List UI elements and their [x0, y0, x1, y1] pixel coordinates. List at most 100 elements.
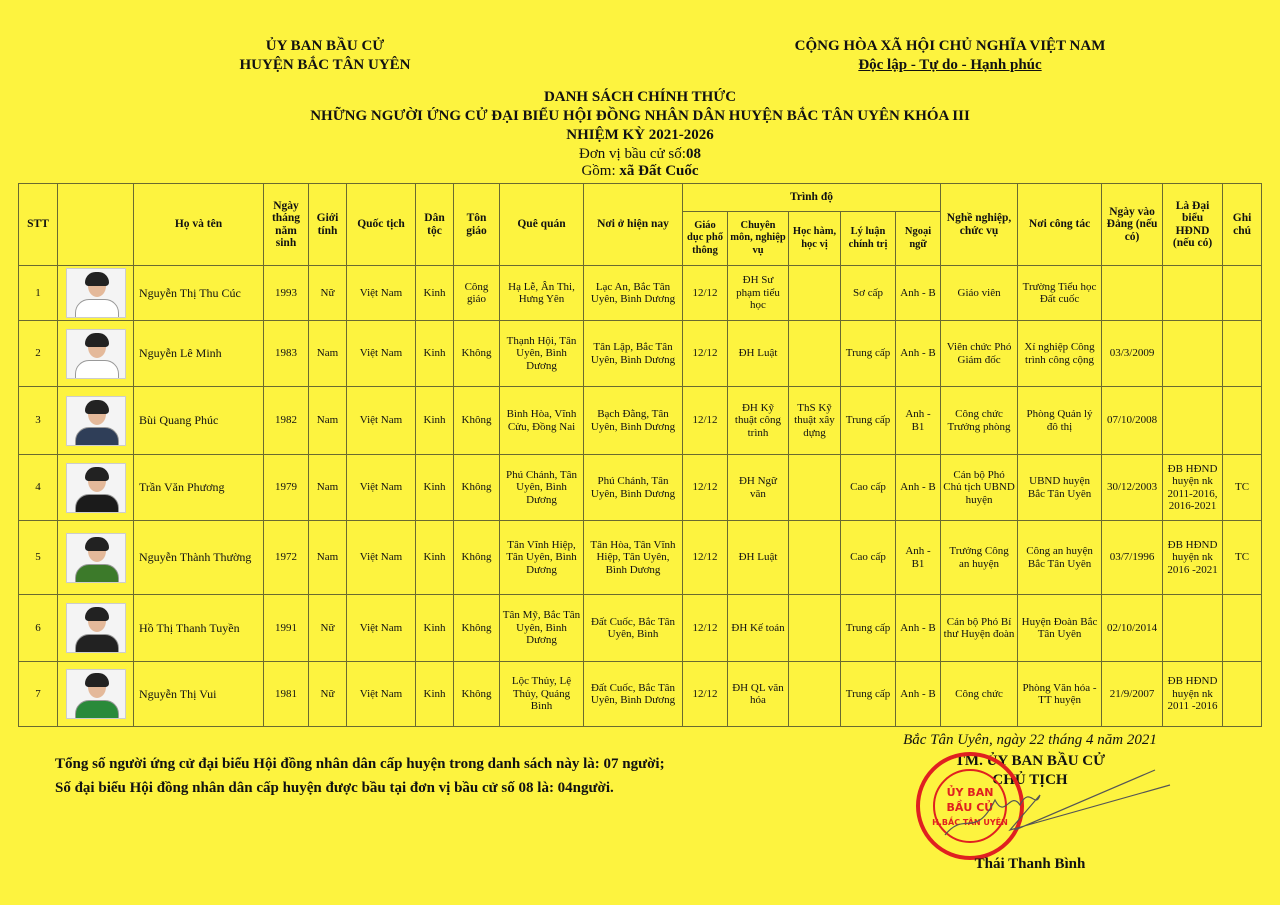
cell-name: Nguyễn Lê Minh	[133, 320, 264, 387]
cell-religion: Không	[453, 454, 500, 521]
cell-nationality: Việt Nam	[346, 265, 416, 321]
col-note: Ghi chú	[1222, 183, 1263, 266]
cell-ethnicity: Kinh	[415, 661, 454, 727]
cell-workplace: Huyện Đoàn Bắc Tân Uyên	[1017, 594, 1103, 662]
country-name: CỘNG HÒA XÃ HỘI CHỦ NGHĨA VIỆT NAM	[794, 38, 1106, 54]
summary-elected: Số đại biểu Hội đồng nhân dân cấp huyện …	[55, 780, 614, 796]
cell-job: Cán bộ Phó Bí thư Huyện đoàn	[940, 594, 1019, 662]
cell-nationality: Việt Nam	[346, 594, 416, 662]
portrait-image	[65, 328, 126, 379]
cell-general-ed: 12/12	[682, 594, 728, 662]
cell-stt: 1	[18, 265, 58, 321]
cell-note: TC	[1222, 454, 1263, 521]
cell-hometown: Lộc Thủy, Lệ Thủy, Quảng Bình	[499, 661, 584, 727]
cell-gender: Nam	[308, 520, 347, 595]
cell-hometown: Bình Hòa, Vĩnh Cửu, Đồng Nai	[499, 386, 584, 455]
col-politics: Lý luận chính trị	[840, 211, 896, 266]
cell-hometown: Tân Vĩnh Hiệp, Tân Uyên, Bình Dương	[499, 520, 584, 595]
stamp-and-signature: ỦY BAN BẦU CỬ H.BẮC TÂN UYÊN	[916, 752, 1171, 860]
issuer-block: ỦY BAN BẦU CỬ HUYỆN BẮC TÂN UYÊN	[200, 37, 450, 75]
cell-dob: 1981	[263, 661, 309, 727]
col-level: Trình độ	[681, 183, 942, 212]
col-nationality: Quốc tịch	[346, 183, 416, 266]
col-stt: STT	[18, 183, 58, 266]
cell-religion: Không	[453, 320, 500, 387]
candidate-photo	[57, 386, 134, 455]
cell-gender: Nam	[308, 454, 347, 521]
cell-specialty: ĐH Kỹ thuật công trình	[727, 386, 789, 455]
cell-workplace: Công an huyện Bắc Tân Uyên	[1017, 520, 1103, 595]
cell-stt: 7	[18, 661, 58, 727]
table-row: 3 Bùi Quang Phúc 1982 Nam Việt Nam Kinh Không B…	[18, 386, 1263, 455]
cell-specialty: ĐH Kế toán	[727, 594, 789, 662]
cell-general-ed: 12/12	[682, 386, 728, 455]
cell-residence: Tân Lập, Bắc Tân Uyên, Bình Dương	[583, 320, 683, 387]
cell-nationality: Việt Nam	[346, 661, 416, 727]
cell-general-ed: 12/12	[682, 454, 728, 521]
cell-party-date	[1101, 265, 1164, 321]
col-ethnicity: Dân tộc	[415, 183, 454, 266]
col-residence: Nơi ở hiện nay	[583, 183, 683, 266]
portrait-image	[65, 603, 126, 653]
cell-degree: ThS Kỹ thuật xây dựng	[788, 386, 841, 455]
cell-religion: Không	[453, 520, 500, 595]
portrait-image	[65, 395, 126, 446]
col-dob: Ngày tháng năm sinh	[263, 183, 309, 266]
cell-specialty: ĐH Sư phạm tiểu học	[727, 265, 789, 321]
cell-party-date: 21/9/2007	[1101, 661, 1164, 727]
col-party-date: Ngày vào Đảng (nếu có)	[1101, 183, 1164, 266]
cell-politics: Trung cấp	[840, 386, 896, 455]
col-gender: Giới tính	[308, 183, 347, 266]
cell-ethnicity: Kinh	[415, 265, 454, 321]
cell-language: Anh - B	[894, 320, 942, 387]
cell-politics: Cao cấp	[840, 520, 896, 595]
cell-name: Bùi Quang Phúc	[133, 386, 264, 455]
cell-dob: 1991	[263, 594, 309, 662]
official-stamp: ỦY BAN BẦU CỬ H.BẮC TÂN UYÊN	[916, 752, 1024, 860]
cell-gender: Nam	[308, 320, 347, 387]
issuer-line1: ỦY BAN BẦU CỬ	[265, 38, 385, 54]
cell-name: Hồ Thị Thanh Tuyền	[133, 594, 264, 662]
handwritten-signature	[944, 769, 1171, 836]
candidate-photo	[57, 661, 134, 727]
cell-dob: 1979	[263, 454, 309, 521]
cell-note	[1222, 320, 1263, 387]
table-row: 1 Nguyễn Thị Thu Cúc 1993 Nữ Việt Nam Kinh Côn…	[18, 265, 1263, 321]
cell-degree	[788, 265, 841, 321]
cell-stt: 4	[18, 454, 58, 521]
cell-workplace: Trường Tiểu học Đất cuốc	[1017, 265, 1103, 321]
cell-note	[1222, 661, 1263, 727]
cell-gender: Nữ	[308, 265, 347, 321]
cell-delegate	[1162, 386, 1224, 455]
cell-delegate: ĐB HĐND huyện nk 2011-2016, 2016-2021	[1162, 454, 1224, 521]
cell-degree	[788, 661, 841, 727]
cell-job: Viên chức Phó Giám đốc	[940, 320, 1019, 387]
cell-specialty: ĐH QL văn hóa	[727, 661, 789, 727]
cell-language: Anh - B1	[894, 520, 942, 595]
svg-text:H.BẮC TÂN UYÊN: H.BẮC TÂN UYÊN	[932, 815, 1008, 827]
cell-stt: 2	[18, 320, 58, 387]
candidate-table: STT Họ và tên Ngày tháng năm sinh Giới t…	[18, 183, 1263, 727]
cell-general-ed: 12/12	[682, 265, 728, 321]
issuer-line2: HUYỆN BẮC TÂN UYÊN	[239, 57, 411, 73]
cell-specialty: ĐH Luật	[727, 320, 789, 387]
portrait-image	[65, 462, 126, 513]
cell-religion: Không	[453, 386, 500, 455]
cell-job: Công chức Trưởng phòng	[940, 386, 1019, 455]
candidate-photo	[57, 594, 134, 662]
cell-residence: Bạch Đằng, Tân Uyên, Bình Dương	[583, 386, 683, 455]
document-title: DANH SÁCH CHÍNH THỨC NHỮNG NGƯỜI ỨNG CỬ …	[0, 88, 1280, 180]
cell-language: Anh - B	[894, 265, 942, 321]
cell-workplace: Phòng Văn hóa - TT huyện	[1017, 661, 1103, 727]
table-row: 5 Nguyễn Thành Thường 1972 Nam Việt Nam Kinh K…	[18, 520, 1263, 595]
cell-specialty: ĐH Luật	[727, 520, 789, 595]
cell-general-ed: 12/12	[682, 661, 728, 727]
cell-degree	[788, 594, 841, 662]
cell-residence: Đất Cuốc, Bắc Tân Uyên, Bình	[583, 594, 683, 662]
col-workplace: Nơi công tác	[1017, 183, 1103, 266]
cell-job: Công chức	[940, 661, 1019, 727]
cell-note	[1222, 265, 1263, 321]
cell-general-ed: 12/12	[682, 520, 728, 595]
col-degree: Học hàm, học vị	[788, 211, 841, 266]
cell-dob: 1982	[263, 386, 309, 455]
